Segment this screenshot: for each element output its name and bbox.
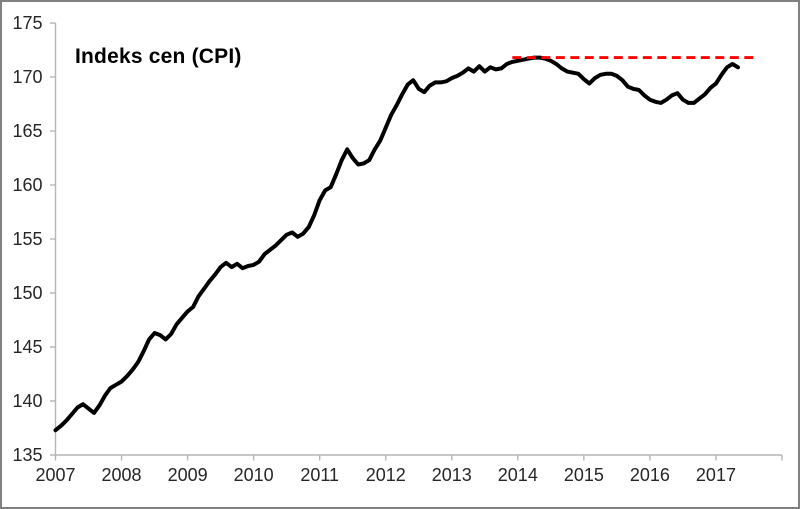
chart-title: Indeks cen (CPI)	[75, 45, 242, 68]
cpi-series-line	[53, 55, 740, 433]
y-axis-tick-label: 160	[12, 175, 42, 195]
y-axis-tick-label: 140	[12, 391, 42, 411]
x-axis-tick-label: 2009	[168, 465, 208, 485]
y-axis-tick-label: 135	[12, 445, 42, 465]
x-axis-tick-label: 2016	[630, 465, 670, 485]
x-axis-tick-label: 2013	[432, 465, 472, 485]
x-axis-tick-label: 2017	[696, 465, 736, 485]
x-axis-tick-label: 2015	[564, 465, 604, 485]
y-axis-tick-label: 165	[12, 121, 42, 141]
x-axis-tick-label: 2012	[366, 465, 406, 485]
y-axis-tick-label: 150	[12, 283, 42, 303]
x-axis-tick-label: 2014	[498, 465, 538, 485]
x-axis-tick-label: 2011	[300, 465, 339, 485]
y-axis-tick-label: 175	[12, 13, 42, 33]
y-axis-tick-label: 170	[12, 67, 42, 87]
y-axis-tick-label: 145	[12, 337, 42, 357]
x-axis-tick-label: 2010	[234, 465, 274, 485]
x-axis-tick-label: 2007	[35, 465, 75, 485]
x-axis-tick-label: 2008	[102, 465, 142, 485]
y-axis-tick-label: 155	[12, 229, 42, 249]
